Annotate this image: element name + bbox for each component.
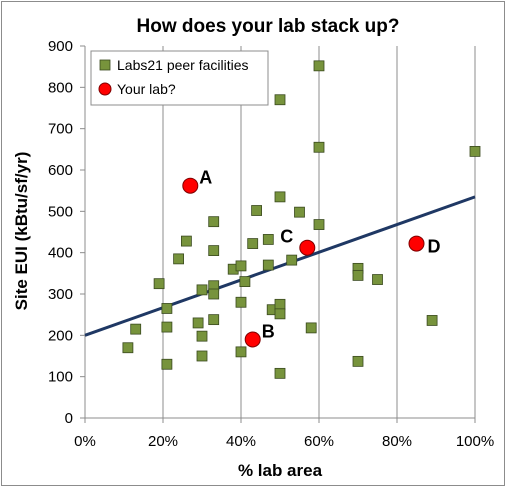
trendline (84, 195, 476, 337)
peer-facility-point (251, 205, 263, 216)
peer-facility-point (208, 245, 220, 257)
legend-circle-marker (98, 82, 112, 96)
y-tick-label: 900 (48, 38, 73, 55)
peer-facility-point (286, 254, 298, 266)
peer-facility-point (180, 235, 192, 247)
peer-facility-point (235, 260, 247, 272)
peer-facility-point (130, 323, 142, 335)
peer-facility-point (196, 284, 208, 296)
your-lab-point-label: B (262, 321, 275, 341)
peer-facility-point (313, 141, 325, 153)
x-tick-label: 40% (226, 433, 256, 450)
peer-facility-point (274, 308, 286, 320)
y-tick-label: 700 (48, 121, 73, 138)
x-axis-title: % lab area (238, 461, 323, 480)
peer-facility-point (208, 288, 220, 300)
peer-facility-point (192, 317, 204, 329)
peer-facility-point (247, 238, 259, 249)
peer-facility-point (239, 276, 251, 288)
peer-facility-point (313, 219, 325, 230)
peer-facility-point (161, 303, 173, 314)
peer-facility-point (196, 330, 208, 342)
x-tick-label: 100% (456, 433, 494, 450)
your-lab-point (408, 235, 425, 252)
peer-facility-point (305, 322, 317, 334)
y-tick-label: 300 (48, 286, 73, 303)
your-lab-point (299, 239, 316, 256)
chart-title: How does your lab stack up? (137, 16, 400, 37)
peer-facility-point (196, 350, 208, 362)
y-tick-label: 400 (48, 245, 73, 262)
your-lab-point (182, 177, 199, 194)
peer-facility-point (372, 274, 383, 285)
y-tick-label: 500 (48, 203, 73, 220)
peer-facility-point (153, 278, 165, 290)
peer-facility-point (313, 60, 325, 72)
peer-facility-point (235, 346, 247, 358)
peer-facility-point (274, 94, 286, 106)
peer-facility-point (352, 355, 364, 367)
peer-facility-point (469, 145, 481, 157)
legend: Labs21 peer facilities Your lab? (90, 50, 269, 106)
peer-facility-point (352, 269, 364, 281)
peer-facility-point (208, 216, 220, 228)
peer-facility-point (235, 296, 247, 308)
peer-facility-point (274, 367, 286, 379)
y-tick-label: 600 (48, 162, 73, 179)
x-tick-label: 0% (74, 433, 96, 450)
y-axis-title: Site EUI (kBtu/sf/yr) (12, 152, 31, 311)
your-lab-point (244, 331, 261, 348)
y-tick-label: 100 (48, 369, 73, 386)
y-tick-label: 0 (65, 410, 73, 427)
your-lab-point-label: D (428, 237, 441, 257)
legend-square-marker (99, 59, 111, 71)
peer-facility-point (208, 314, 220, 326)
peer-facility-point (262, 259, 274, 271)
peer-facility-point (274, 191, 286, 203)
x-tick-label: 20% (148, 433, 178, 450)
peer-facility-point (294, 206, 305, 218)
peer-facility-point (262, 234, 274, 245)
your-lab-point-label: A (199, 168, 212, 188)
peer-facility-point (274, 298, 286, 310)
peer-facility-point (122, 342, 134, 354)
legend-box (90, 50, 269, 106)
x-tick-label: 80% (382, 433, 412, 450)
peer-facility-point (426, 315, 438, 326)
your-lab-point-label: C (280, 227, 293, 247)
peer-facility-point (173, 253, 185, 265)
peer-facility-point (161, 358, 173, 370)
legend-label: Labs21 peer facilities (117, 57, 249, 73)
y-tick-label: 800 (48, 79, 73, 96)
plot-area: 0 100 200 300 400 500 600 700 800 900 0% 20% 40% 60% 8… (48, 38, 494, 450)
peer-facility-point (161, 321, 173, 333)
x-tick-label: 60% (304, 433, 334, 450)
legend-label: Your lab? (117, 81, 176, 97)
y-tick-label: 200 (48, 327, 73, 344)
